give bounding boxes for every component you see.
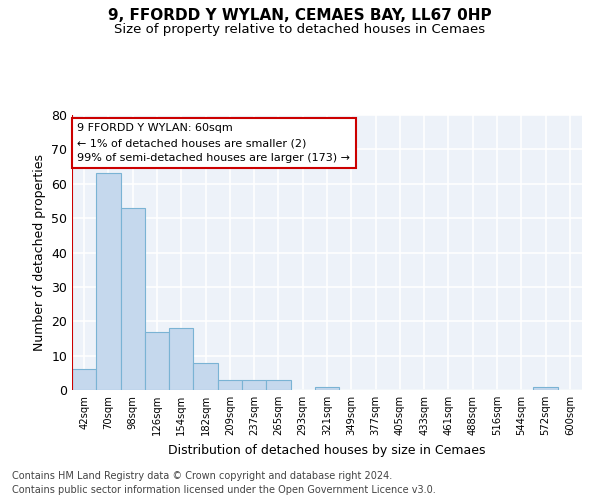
Bar	[121, 208, 145, 390]
Bar	[145, 332, 169, 390]
Bar	[315, 386, 339, 390]
X-axis label: Distribution of detached houses by size in Cemaes: Distribution of detached houses by size …	[168, 444, 486, 456]
Text: 9, FFORDD Y WYLAN, CEMAES BAY, LL67 0HP: 9, FFORDD Y WYLAN, CEMAES BAY, LL67 0HP	[108, 8, 492, 22]
Text: 9 FFORDD Y WYLAN: 60sqm
← 1% of detached houses are smaller (2)
99% of semi-deta: 9 FFORDD Y WYLAN: 60sqm ← 1% of detached…	[77, 123, 350, 163]
Bar	[193, 362, 218, 390]
Bar	[169, 328, 193, 390]
Bar	[533, 386, 558, 390]
Y-axis label: Number of detached properties: Number of detached properties	[32, 154, 46, 351]
Text: Contains HM Land Registry data © Crown copyright and database right 2024.
Contai: Contains HM Land Registry data © Crown c…	[12, 471, 436, 495]
Bar	[96, 174, 121, 390]
Bar	[242, 380, 266, 390]
Bar	[266, 380, 290, 390]
Bar	[218, 380, 242, 390]
Bar	[72, 370, 96, 390]
Text: Size of property relative to detached houses in Cemaes: Size of property relative to detached ho…	[115, 22, 485, 36]
